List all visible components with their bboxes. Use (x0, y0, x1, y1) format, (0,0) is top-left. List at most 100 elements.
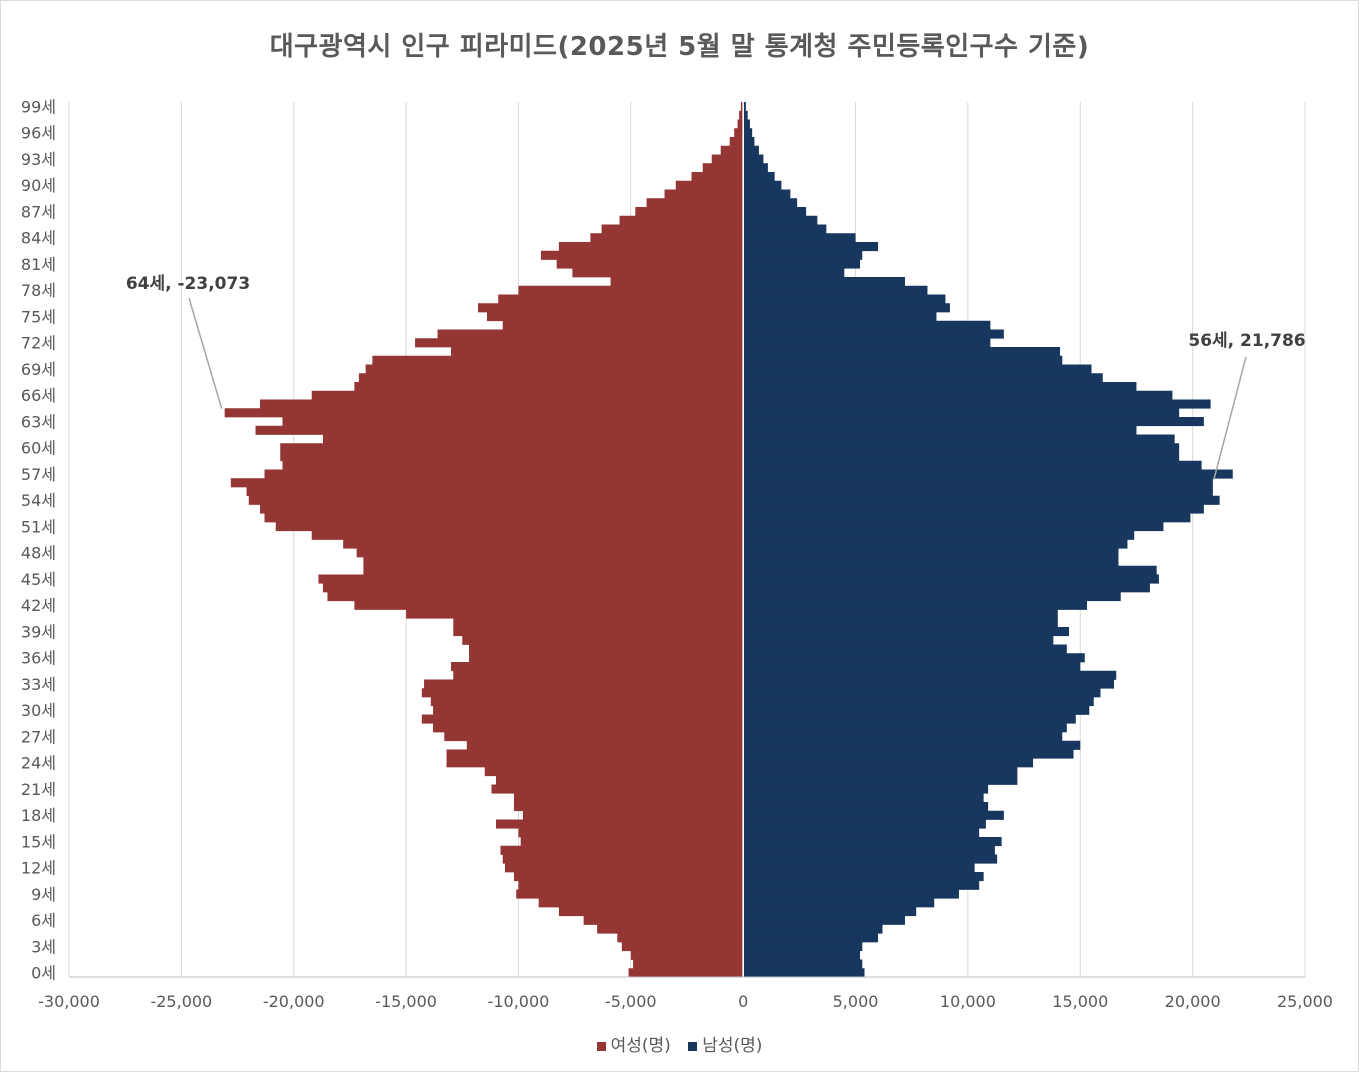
female-bar-63 (282, 417, 744, 427)
y-tick-label-8: 24세 (21, 754, 56, 773)
female-bar-1 (633, 959, 744, 969)
female-bar-74 (502, 320, 744, 330)
x-tick-label-11: 25,000 (1277, 992, 1333, 1011)
female-bar-67 (354, 382, 744, 392)
x-tick-label-3: -15,000 (375, 992, 437, 1011)
male-bar-62 (743, 425, 1137, 435)
male-bar-29 (743, 714, 1076, 724)
male-bar-17 (743, 819, 986, 829)
x-tick-label-8: 10,000 (940, 992, 996, 1011)
y-tick-label-6: 18세 (21, 806, 56, 825)
female-bar-6 (583, 915, 744, 925)
male-bar-96 (743, 128, 753, 138)
male-bar-64 (743, 408, 1180, 418)
annotation-leader-female (188, 297, 223, 409)
legend-item-male: 남성(명) (688, 1031, 762, 1056)
female-bar-52 (264, 513, 744, 523)
female-bar-39 (453, 627, 744, 637)
female-bar-93 (711, 154, 744, 164)
female-bar-4 (617, 933, 744, 943)
male-bar-38 (743, 635, 1054, 645)
male-bar-24 (743, 758, 1034, 768)
male-bar-51 (743, 522, 1164, 532)
male-bar-97 (743, 119, 750, 129)
female-bar-0 (628, 968, 744, 978)
male-bar-53 (743, 504, 1204, 514)
female-bar-71 (451, 347, 744, 357)
female-bar-14 (500, 845, 744, 855)
female-bar-80 (572, 268, 744, 278)
female-bar-5 (597, 924, 744, 934)
male-bar-33 (743, 679, 1114, 689)
female-bar-29 (421, 714, 744, 724)
male-bar-75 (743, 312, 937, 322)
female-bar-99 (740, 102, 744, 112)
female-bar-45 (318, 574, 744, 584)
female-bar-7 (558, 907, 744, 917)
male-bar-54 (743, 495, 1220, 505)
male-bar-61 (743, 434, 1175, 444)
female-bar-85 (601, 224, 744, 234)
male-bar-98 (743, 110, 748, 120)
male-bar-90 (743, 180, 782, 190)
legend-item-female: 여성(명) (596, 1031, 671, 1056)
male-bar-49 (743, 539, 1128, 549)
male-bar-40 (743, 618, 1058, 628)
male-bar-10 (743, 880, 980, 890)
y-tick-label-32: 96세 (21, 124, 56, 143)
male-bar-9 (743, 889, 959, 899)
male-bar-84 (743, 233, 856, 243)
annotation-label-female: 64세, -23,073 (126, 274, 250, 294)
x-tick-label-4: -10,000 (488, 992, 550, 1011)
female-bar-18 (522, 810, 744, 820)
x-tick-label-0: -30,000 (38, 992, 100, 1011)
male-bar-13 (743, 854, 998, 864)
male-bar-93 (743, 154, 764, 164)
female-bar-51 (275, 522, 744, 532)
male-bar-56 (743, 478, 1213, 488)
male-bar-65 (743, 399, 1211, 409)
female-bar-87 (635, 207, 744, 217)
male-bar-39 (743, 627, 1070, 637)
female-bar-59 (280, 452, 744, 462)
y-tick-label-28: 84세 (21, 229, 56, 248)
y-tick-label-2: 6세 (31, 911, 56, 930)
male-bar-11 (743, 872, 984, 882)
male-bar-89 (743, 189, 791, 199)
female-bar-28 (433, 723, 744, 733)
male-bar-34 (743, 670, 1117, 680)
female-bar-82 (540, 250, 744, 260)
male-bar-26 (743, 740, 1081, 750)
female-bar-94 (720, 145, 744, 155)
male-bar-22 (743, 775, 1018, 785)
male-bar-1 (743, 959, 863, 969)
female-bar-26 (466, 740, 744, 750)
legend-swatch-male (688, 1041, 698, 1051)
legend: 여성(명) 남성(명) (0, 1031, 1359, 1056)
female-bar-58 (282, 460, 744, 470)
male-bar-18 (743, 810, 1004, 820)
female-bar-57 (264, 469, 744, 479)
male-bar-94 (743, 145, 759, 155)
y-tick-label-30: 90세 (21, 176, 56, 195)
male-bar-19 (743, 802, 989, 812)
female-bar-78 (518, 285, 744, 295)
y-tick-label-3: 9세 (31, 885, 56, 904)
y-tick-label-1: 3세 (31, 937, 56, 956)
male-bar-82 (743, 250, 863, 260)
male-bar-0 (743, 968, 865, 978)
male-bar-73 (743, 329, 1004, 339)
y-tick-label-26: 78세 (21, 281, 56, 300)
female-bar-35 (451, 662, 744, 672)
female-bar-97 (737, 119, 744, 129)
x-tick-label-10: 20,000 (1165, 992, 1221, 1011)
female-bar-22 (495, 775, 744, 785)
male-bar-85 (743, 224, 827, 234)
y-tick-label-4: 12세 (21, 859, 56, 878)
y-tick-label-13: 39세 (21, 622, 56, 641)
female-bar-32 (421, 688, 744, 698)
male-bar-47 (743, 557, 1119, 567)
male-bar-2 (743, 950, 861, 960)
female-bar-53 (260, 504, 744, 514)
male-bar-70 (743, 355, 1063, 365)
